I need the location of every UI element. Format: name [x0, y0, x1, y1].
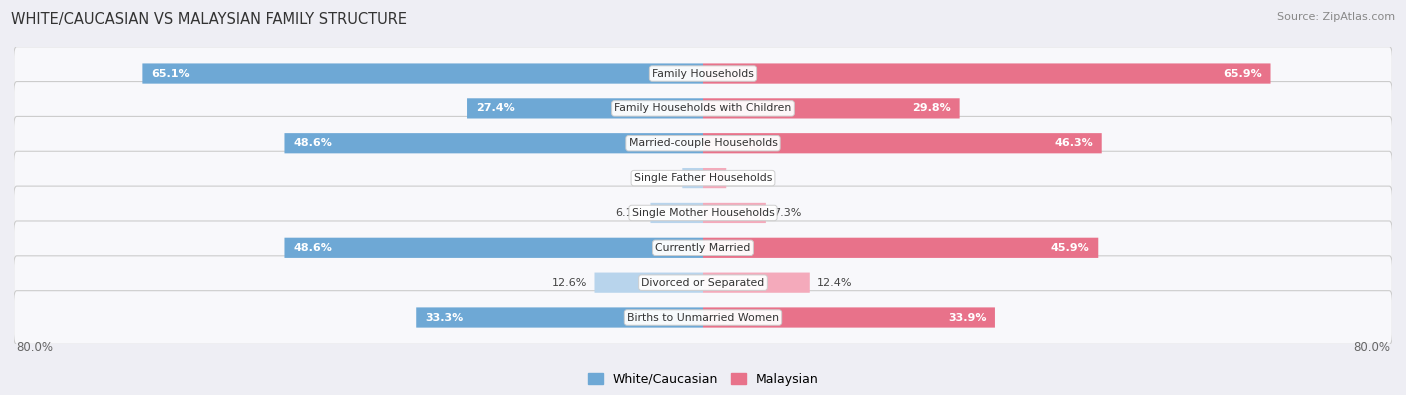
Text: 6.1%: 6.1% — [616, 208, 644, 218]
Text: 33.3%: 33.3% — [425, 312, 463, 322]
Text: 80.0%: 80.0% — [1353, 341, 1391, 354]
Text: 2.7%: 2.7% — [733, 173, 762, 183]
FancyBboxPatch shape — [703, 238, 1098, 258]
FancyBboxPatch shape — [467, 98, 703, 118]
Text: 12.4%: 12.4% — [817, 278, 852, 288]
FancyBboxPatch shape — [595, 273, 703, 293]
Text: Single Mother Households: Single Mother Households — [631, 208, 775, 218]
Text: 29.8%: 29.8% — [912, 103, 950, 113]
FancyBboxPatch shape — [703, 168, 727, 188]
Text: 7.3%: 7.3% — [773, 208, 801, 218]
Text: 65.9%: 65.9% — [1223, 69, 1263, 79]
Text: Source: ZipAtlas.com: Source: ZipAtlas.com — [1277, 12, 1395, 22]
FancyBboxPatch shape — [14, 221, 1392, 275]
Text: 48.6%: 48.6% — [292, 138, 332, 148]
Text: 80.0%: 80.0% — [15, 341, 53, 354]
Text: Married-couple Households: Married-couple Households — [628, 138, 778, 148]
FancyBboxPatch shape — [284, 133, 703, 153]
Text: Single Father Households: Single Father Households — [634, 173, 772, 183]
FancyBboxPatch shape — [14, 47, 1392, 100]
FancyBboxPatch shape — [703, 307, 995, 327]
Text: Family Households: Family Households — [652, 69, 754, 79]
Legend: White/Caucasian, Malaysian: White/Caucasian, Malaysian — [582, 368, 824, 391]
FancyBboxPatch shape — [703, 64, 1271, 84]
FancyBboxPatch shape — [14, 117, 1392, 170]
Text: 65.1%: 65.1% — [150, 69, 190, 79]
FancyBboxPatch shape — [703, 273, 810, 293]
Text: Family Households with Children: Family Households with Children — [614, 103, 792, 113]
Text: 2.4%: 2.4% — [647, 173, 675, 183]
FancyBboxPatch shape — [14, 256, 1392, 310]
FancyBboxPatch shape — [142, 64, 703, 84]
FancyBboxPatch shape — [703, 203, 766, 223]
FancyBboxPatch shape — [703, 98, 960, 118]
Text: Births to Unmarried Women: Births to Unmarried Women — [627, 312, 779, 322]
FancyBboxPatch shape — [682, 168, 703, 188]
Text: 12.6%: 12.6% — [553, 278, 588, 288]
FancyBboxPatch shape — [14, 151, 1392, 205]
Text: 45.9%: 45.9% — [1050, 243, 1090, 253]
FancyBboxPatch shape — [703, 133, 1102, 153]
Text: WHITE/CAUCASIAN VS MALAYSIAN FAMILY STRUCTURE: WHITE/CAUCASIAN VS MALAYSIAN FAMILY STRU… — [11, 12, 408, 27]
FancyBboxPatch shape — [14, 81, 1392, 135]
FancyBboxPatch shape — [14, 291, 1392, 344]
Text: Divorced or Separated: Divorced or Separated — [641, 278, 765, 288]
Text: Currently Married: Currently Married — [655, 243, 751, 253]
Text: 46.3%: 46.3% — [1054, 138, 1092, 148]
FancyBboxPatch shape — [14, 186, 1392, 240]
Text: 48.6%: 48.6% — [292, 243, 332, 253]
FancyBboxPatch shape — [284, 238, 703, 258]
Text: 33.9%: 33.9% — [948, 312, 987, 322]
FancyBboxPatch shape — [416, 307, 703, 327]
Text: 27.4%: 27.4% — [475, 103, 515, 113]
FancyBboxPatch shape — [651, 203, 703, 223]
